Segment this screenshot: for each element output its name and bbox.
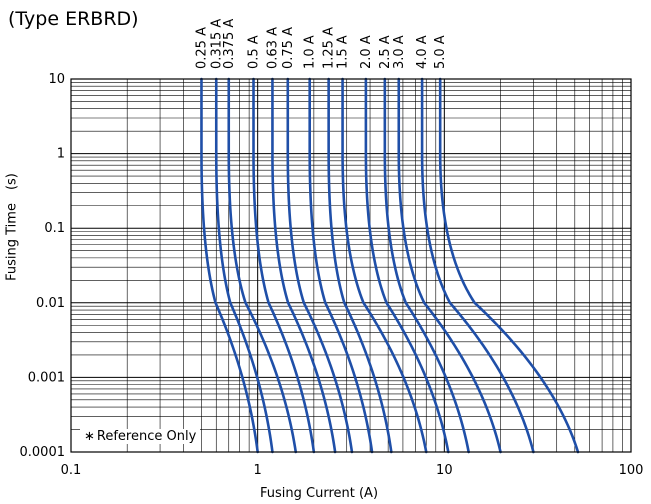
y-tick-label: 10 — [48, 72, 65, 87]
fuse-curve — [200, 77, 259, 454]
fuse-curve — [271, 77, 337, 454]
series-label: 0.315 A — [209, 19, 224, 69]
fuse-curve — [214, 77, 274, 454]
x-tick-label: 100 — [619, 463, 644, 478]
y-axis-label: Fusing Time (s) — [4, 173, 20, 281]
chart-title: (Type ERBRD) — [8, 8, 139, 30]
series-label: 5.0 A — [433, 35, 448, 69]
y-tick-label: 0.0001 — [20, 445, 66, 460]
fuse-curve — [327, 77, 393, 454]
fuse-curve — [397, 77, 502, 454]
grid-lines — [70, 79, 631, 453]
x-axis-label: Fusing Current (A) — [260, 486, 379, 501]
series-label: 0.25 A — [194, 27, 209, 69]
plot-frame — [70, 78, 632, 453]
series-label: 0.63 A — [265, 27, 280, 69]
series-label: 0.375 A — [222, 19, 237, 69]
series-label: 1.25 A — [322, 27, 337, 69]
series-label: 2.5 A — [378, 35, 393, 69]
fuse-curve — [420, 77, 535, 454]
series-label: 1.0 A — [303, 35, 318, 69]
series-label: 0.5 A — [247, 35, 262, 69]
series-label: 3.0 A — [392, 35, 407, 69]
fuse-curve — [438, 77, 580, 454]
y-tick-labels: 0.0001 0.001 0.01 0.1 1 10 — [20, 72, 66, 460]
fuse-curves — [200, 77, 580, 454]
x-tick-label: 1 — [254, 463, 262, 478]
y-tick-label: 0.1 — [44, 221, 65, 236]
x-tick-label: 10 — [436, 463, 453, 478]
fuse-curve — [252, 77, 316, 454]
y-tick-label: 0.001 — [28, 370, 65, 385]
x-tick-labels: 0.1 1 10 100 — [61, 463, 644, 478]
reference-note: ∗ Reference Only — [80, 429, 201, 444]
reference-asterisk: ∗ — [84, 429, 95, 444]
fuse-curve — [364, 77, 450, 454]
reference-note-text: Reference Only — [96, 429, 197, 444]
fuse-curve — [383, 77, 470, 454]
series-label: 1.5 A — [336, 35, 351, 69]
series-label: 2.0 A — [359, 35, 374, 69]
y-tick-label: 1 — [57, 147, 65, 162]
series-labels: 0.25 A 0.315 A0.375 A 0.5 A 0.63 A 0.75 A 1.0… — [194, 19, 448, 69]
fuse-curve — [286, 77, 354, 454]
x-tick-label: 0.1 — [61, 463, 82, 478]
fuse-curve — [227, 77, 298, 454]
series-label: 0.75 A — [281, 27, 296, 69]
series-label: 4.0 A — [415, 35, 430, 69]
fuse-curve — [308, 77, 374, 454]
fuse-curve — [341, 77, 428, 454]
y-tick-label: 0.01 — [36, 296, 65, 311]
